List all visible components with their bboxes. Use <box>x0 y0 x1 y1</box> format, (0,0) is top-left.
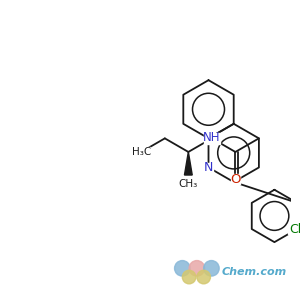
Text: NH: NH <box>203 131 220 144</box>
Circle shape <box>175 261 190 276</box>
Circle shape <box>197 270 210 284</box>
Bar <box>204 133 220 144</box>
Bar <box>182 179 195 188</box>
Text: Cl: Cl <box>289 223 300 236</box>
Circle shape <box>204 261 219 276</box>
Polygon shape <box>184 152 192 175</box>
Text: CH₃: CH₃ <box>179 179 198 189</box>
Circle shape <box>189 261 205 276</box>
Bar <box>133 147 150 157</box>
Bar <box>204 163 213 172</box>
Text: H₃C: H₃C <box>132 147 151 157</box>
Bar <box>230 174 240 184</box>
Text: Chem.com: Chem.com <box>221 267 286 277</box>
Text: N: N <box>204 161 213 174</box>
Circle shape <box>182 270 196 284</box>
Text: O: O <box>230 172 241 186</box>
Bar <box>288 224 300 234</box>
